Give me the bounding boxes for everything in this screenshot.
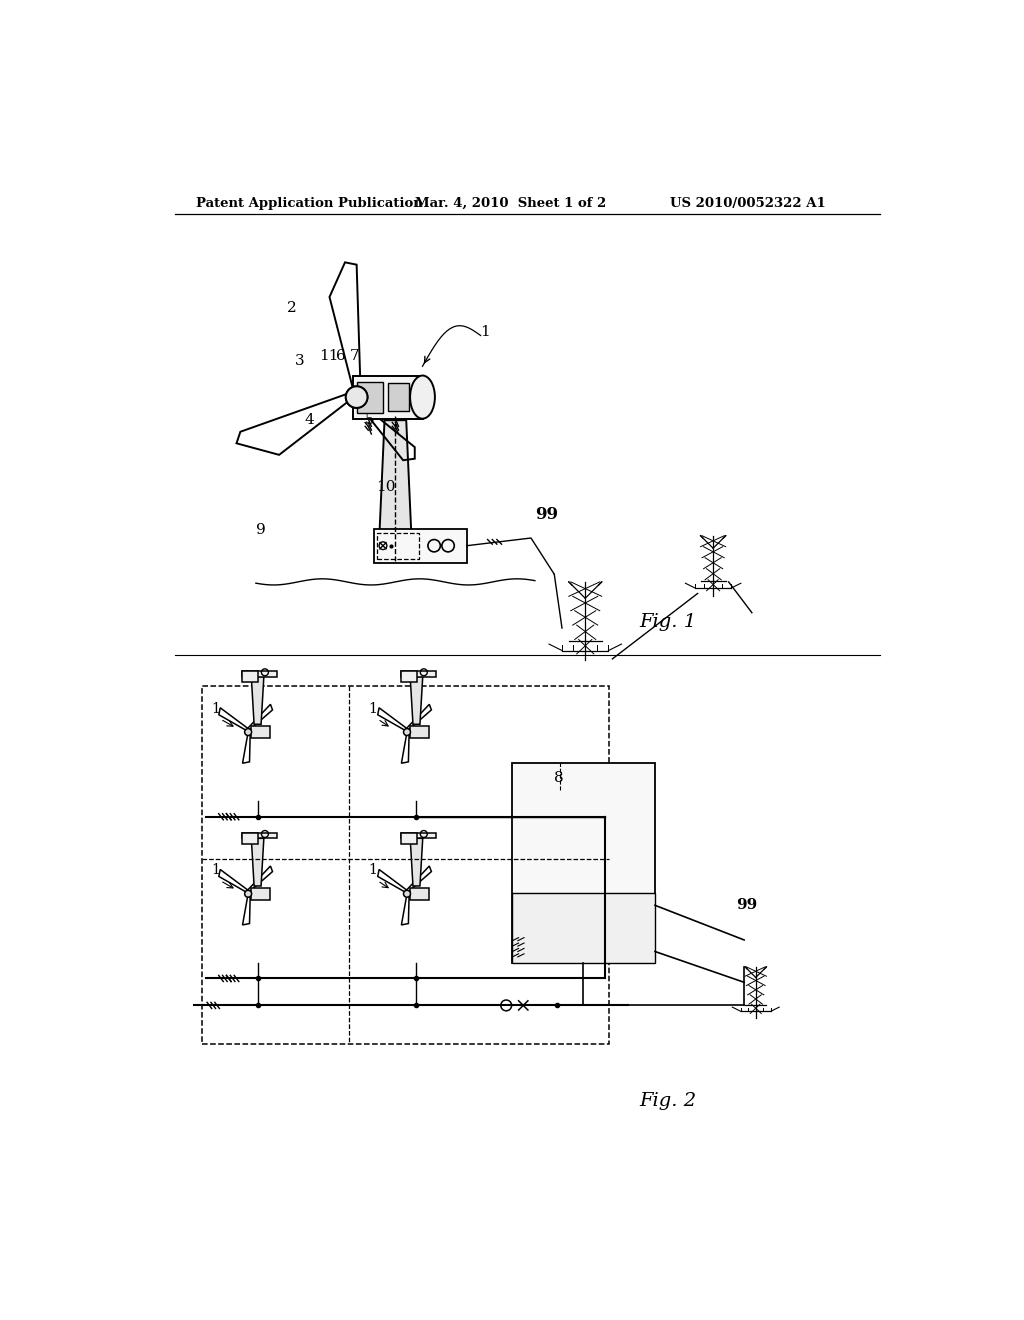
Circle shape	[245, 729, 252, 735]
Circle shape	[245, 890, 252, 898]
Bar	[202, 686, 608, 1044]
Bar	[410, 726, 429, 738]
Text: 9: 9	[256, 523, 265, 537]
Polygon shape	[411, 838, 423, 886]
Bar	[401, 671, 417, 682]
Text: 99: 99	[736, 898, 758, 912]
Bar	[251, 726, 270, 738]
Polygon shape	[251, 677, 264, 725]
Text: US 2010/0052322 A1: US 2010/0052322 A1	[671, 197, 826, 210]
Bar	[356, 381, 383, 412]
Text: 3: 3	[295, 354, 304, 368]
Text: 11: 11	[319, 350, 339, 363]
Bar	[243, 833, 278, 838]
Text: 1: 1	[211, 863, 220, 878]
Circle shape	[403, 729, 411, 735]
Polygon shape	[411, 677, 423, 725]
Circle shape	[403, 890, 411, 898]
Text: 6: 6	[336, 350, 345, 363]
Text: Patent Application Publication: Patent Application Publication	[197, 197, 423, 210]
Text: 2: 2	[287, 301, 297, 315]
Bar	[512, 763, 655, 964]
Bar	[410, 887, 429, 900]
Text: 8: 8	[554, 771, 564, 785]
Text: Fig. 2: Fig. 2	[640, 1092, 696, 1110]
Polygon shape	[378, 420, 413, 558]
Bar	[352, 376, 423, 418]
Circle shape	[501, 1001, 512, 1011]
Text: 1: 1	[369, 863, 377, 878]
Text: Mar. 4, 2010  Sheet 1 of 2: Mar. 4, 2010 Sheet 1 of 2	[415, 197, 606, 210]
Bar	[401, 833, 417, 843]
Text: 10: 10	[376, 480, 395, 494]
Text: Fig. 1: Fig. 1	[640, 612, 696, 631]
Bar	[401, 671, 436, 677]
Text: 7: 7	[349, 350, 359, 363]
Circle shape	[346, 387, 368, 408]
Bar	[243, 671, 258, 682]
Bar	[374, 529, 467, 562]
Text: 4: 4	[305, 413, 314, 428]
Circle shape	[379, 541, 387, 549]
Bar	[243, 833, 258, 843]
Bar	[377, 533, 420, 558]
Circle shape	[346, 387, 368, 408]
Text: 1: 1	[369, 702, 377, 715]
Text: 1: 1	[480, 325, 490, 338]
Text: 5: 5	[366, 413, 375, 428]
Bar	[243, 671, 278, 677]
Bar	[251, 887, 270, 900]
Text: 1: 1	[211, 702, 220, 715]
Polygon shape	[251, 838, 264, 886]
Bar	[388, 383, 409, 411]
Ellipse shape	[410, 376, 435, 418]
Bar	[512, 894, 655, 964]
Text: 99: 99	[535, 506, 558, 523]
Bar	[401, 833, 436, 838]
